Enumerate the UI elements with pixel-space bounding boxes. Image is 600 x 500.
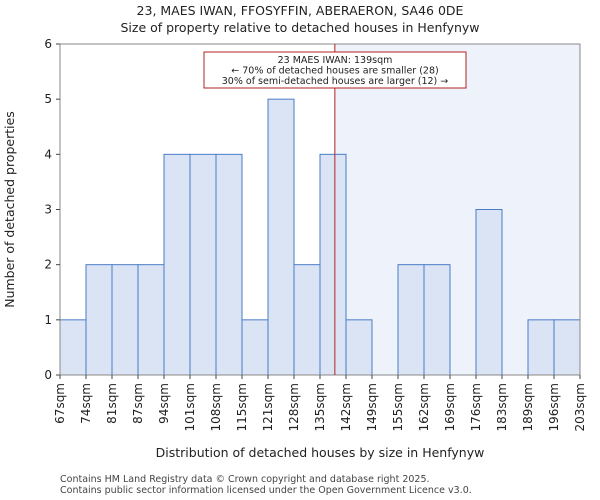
y-tick-label: 0 [44, 368, 52, 382]
histogram-bar [527, 319, 555, 376]
histogram-bar [59, 319, 87, 376]
y-tick-label: 4 [44, 147, 52, 161]
x-tick-label: 176sqm [469, 383, 483, 431]
histogram-bar [397, 264, 425, 376]
y-axis-label: Number of detached properties [2, 111, 17, 308]
x-tick-label: 189sqm [521, 383, 535, 431]
y-tick-label: 5 [44, 92, 52, 106]
x-tick-label: 169sqm [443, 383, 457, 431]
y-tick-label: 6 [44, 37, 52, 51]
histogram-bar [475, 209, 503, 376]
annotation-line: 23 MAES IWAN: 139sqm [278, 55, 393, 66]
x-tick-label: 128sqm [287, 383, 301, 431]
histogram-bar [241, 319, 269, 376]
x-axis-label: Distribution of detached houses by size … [156, 445, 485, 460]
x-tick-label: 101sqm [183, 383, 197, 431]
x-tick-label: 162sqm [417, 383, 431, 431]
histogram-bar [137, 264, 165, 376]
x-tick-label: 67sqm [53, 383, 67, 424]
histogram-bar [267, 98, 295, 376]
x-tick-label: 87sqm [131, 383, 145, 424]
histogram-bar [111, 264, 139, 376]
histogram-bar [293, 264, 321, 376]
x-tick-label: 121sqm [261, 383, 275, 431]
chart-title: 23, MAES IWAN, FFOSYFFIN, ABERAERON, SA4… [136, 3, 464, 18]
x-tick-label: 135sqm [313, 383, 327, 431]
annotation-line: ← 70% of detached houses are smaller (28… [231, 66, 438, 77]
x-tick-label: 183sqm [495, 383, 509, 431]
histogram-bar [553, 319, 581, 376]
annotation-box [203, 51, 467, 89]
x-tick-label: 149sqm [365, 383, 379, 431]
y-tick-label: 3 [44, 203, 52, 217]
histogram-bar [319, 153, 347, 376]
footer-line-1: Contains HM Land Registry data © Crown c… [60, 474, 430, 485]
y-tick-label: 1 [44, 313, 52, 327]
x-tick-label: 81sqm [105, 383, 119, 424]
x-tick-label: 94sqm [157, 383, 171, 424]
x-tick-label: 196sqm [547, 383, 561, 431]
x-tick-label: 108sqm [209, 383, 223, 431]
x-tick-label: 203sqm [573, 383, 587, 431]
x-tick-label: 74sqm [79, 383, 93, 424]
x-tick-label: 115sqm [235, 383, 249, 431]
histogram-bar [85, 264, 113, 376]
x-tick-label: 155sqm [391, 383, 405, 431]
footer-line-2: Contains public sector information licen… [60, 485, 472, 496]
annotation-line: 30% of semi-detached houses are larger (… [222, 76, 449, 87]
histogram-bar [189, 153, 217, 376]
x-tick-label: 142sqm [339, 383, 353, 431]
histogram-bar [423, 264, 451, 376]
histogram-bar [163, 153, 191, 376]
chart-subtitle: Size of property relative to detached ho… [120, 20, 480, 35]
y-tick-label: 2 [44, 258, 52, 272]
histogram-bar [215, 153, 243, 376]
histogram-bar [345, 319, 373, 376]
